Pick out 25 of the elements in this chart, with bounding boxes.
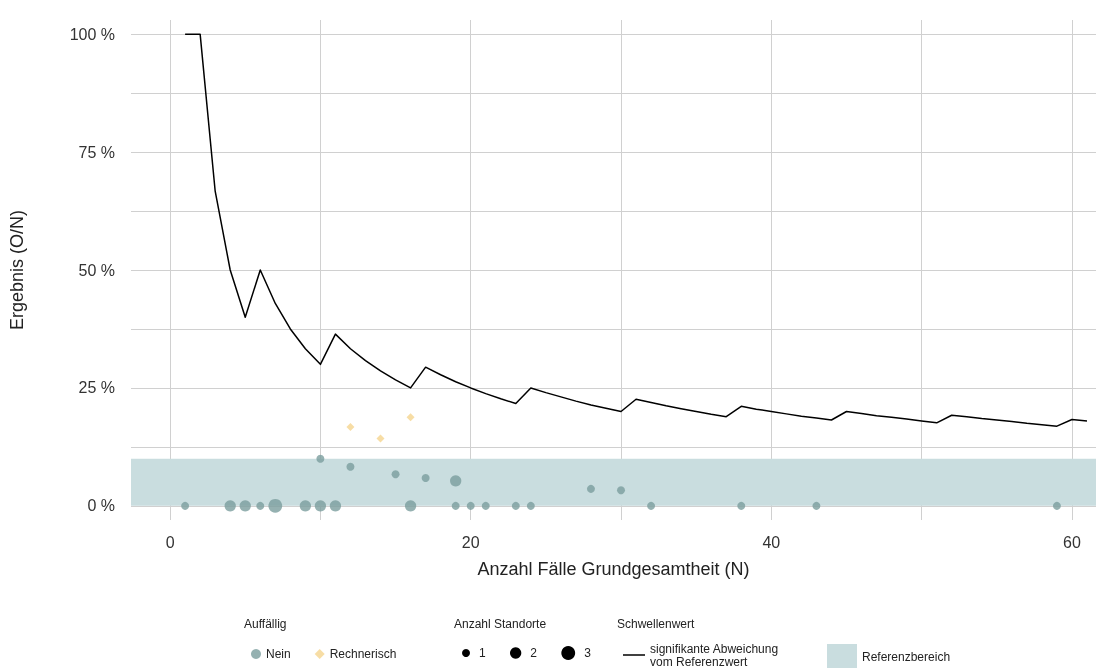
- x-tick-label: 60: [1063, 533, 1081, 551]
- x-tick-label: 40: [762, 533, 781, 551]
- line-series: [184, 33, 1088, 427]
- legend-label: signifikante Abweichung vom Referenzwert: [650, 641, 782, 668]
- legend-label: 2: [530, 646, 538, 660]
- y-axis-title: Ergebnis (O/N): [7, 209, 27, 331]
- point: [406, 413, 415, 422]
- legend-label: 1: [479, 646, 486, 660]
- x-axis-title: Anzahl Fälle Grundgesamtheit (N): [477, 559, 750, 579]
- y-tick-label: 75 %: [78, 143, 115, 161]
- y-tick-label: 25 %: [78, 379, 115, 397]
- legend-label: Referenzbereich: [862, 650, 951, 664]
- legend-label: Nein: [266, 647, 291, 661]
- y-tick-label: 0 %: [87, 497, 115, 515]
- text: Auffällig: [244, 617, 287, 631]
- point: [376, 434, 385, 443]
- x-tick-label: 20: [461, 533, 480, 551]
- y-tick-label: 100 %: [69, 25, 115, 43]
- y-tick-label: 50 %: [78, 261, 115, 279]
- text: Schwellenwert: [617, 617, 695, 631]
- text: Anzahl Standorte: [454, 617, 547, 631]
- x-tick-label: 0: [165, 533, 175, 551]
- legend-label: 3: [584, 646, 592, 660]
- point: [346, 423, 355, 432]
- legend-label: Rechnerisch: [329, 647, 397, 661]
